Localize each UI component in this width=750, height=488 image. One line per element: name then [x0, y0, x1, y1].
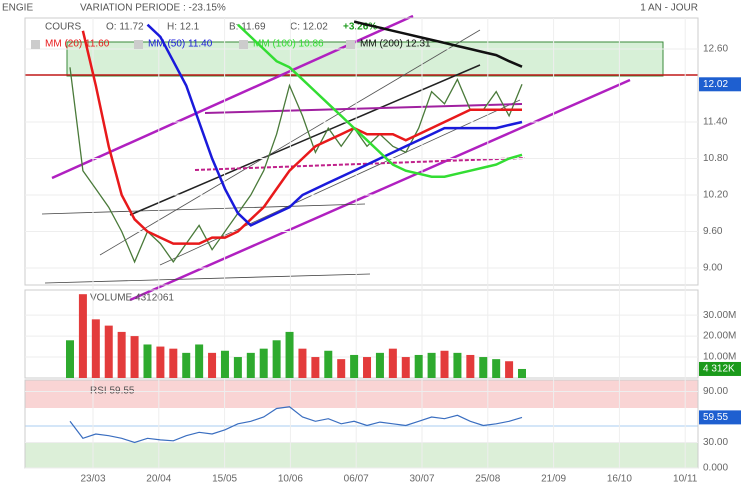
volume-bar	[298, 348, 307, 378]
value-marker-box	[699, 361, 741, 376]
channel-bottom	[129, 78, 631, 302]
x-tick-label: 23/03	[80, 474, 105, 485]
legend-swatch	[239, 40, 248, 49]
moving-average	[81, 30, 522, 245]
legend-low: B: 11.69	[229, 22, 266, 33]
y-tick-label: 30.00	[703, 437, 728, 448]
y-tick-label: 9.00	[703, 263, 723, 274]
value-marker-box	[699, 77, 741, 92]
volume-bar	[117, 331, 126, 378]
volume-bar	[311, 357, 320, 378]
x-tick-label: 06/07	[344, 474, 369, 485]
horizontal-line	[41, 203, 366, 215]
volume-bar	[259, 348, 268, 378]
moving-average	[146, 23, 523, 227]
support-line	[194, 157, 526, 171]
moving-average	[353, 20, 523, 68]
price-panel	[24, 17, 699, 286]
y-tick-label: 20.00M	[703, 331, 736, 342]
x-tick-label: 20/04	[146, 474, 171, 485]
volume-bar	[130, 336, 139, 378]
volume-bar	[285, 331, 294, 378]
x-tick-label: 30/07	[409, 474, 434, 485]
volume-bar	[466, 354, 475, 378]
value-marker-box	[699, 410, 741, 425]
period: 1 AN - JOUR	[640, 3, 698, 14]
legend-swatch	[31, 40, 40, 49]
legend-open: O: 11.72	[106, 22, 144, 33]
volume-bar	[337, 359, 346, 378]
volume-bar	[401, 357, 410, 378]
y-tick-label: 90.00	[703, 386, 728, 397]
volume-bar	[66, 340, 74, 378]
volume-bar	[505, 361, 514, 378]
volume-bar	[246, 352, 255, 378]
volume-bar	[195, 344, 204, 378]
rsi-line	[69, 406, 523, 444]
volume-bar	[324, 350, 333, 378]
legend-change: +3.26%	[343, 22, 377, 33]
legend-close: C: 12.02	[290, 22, 328, 33]
variation: VARIATION PERIODE : -23.15%	[80, 3, 226, 14]
x-tick-label: 10/11	[673, 474, 698, 485]
horizontal-line	[204, 103, 523, 114]
legend-entry: MM (50) 11.40	[148, 39, 213, 50]
legend-swatch	[346, 40, 355, 49]
volume-bar	[182, 352, 191, 378]
volume-bar	[104, 325, 113, 378]
value-marker: 12.02	[703, 79, 728, 90]
x-tick-label: 16/10	[607, 474, 632, 485]
volume-bar	[479, 357, 488, 378]
volume-bar	[492, 359, 501, 378]
volume-panel	[24, 289, 699, 379]
price-line	[69, 67, 523, 264]
y-tick-label: 10.20	[703, 190, 728, 201]
volume-bar	[350, 354, 359, 378]
volume-bar	[208, 352, 217, 378]
volume-bar	[518, 368, 526, 378]
x-tick-label: 25/08	[475, 474, 500, 485]
volume-bar	[427, 352, 436, 378]
volume-bar	[272, 340, 281, 378]
volume-bar	[375, 352, 384, 378]
x-tick-label: 15/05	[212, 474, 237, 485]
stock-name: ENGIE	[2, 3, 33, 14]
volume-bar	[78, 294, 87, 378]
volume-bar	[440, 350, 449, 378]
volume-bar	[169, 348, 178, 378]
y-tick-label: 10.00M	[703, 352, 736, 363]
legend-cours: COURS	[45, 22, 81, 33]
y-tick-label: 10.80	[703, 153, 728, 164]
volume-bar	[363, 357, 372, 378]
y-tick-label: 9.60	[703, 226, 723, 237]
volume-bar	[453, 352, 462, 378]
x-tick-label: 10/06	[278, 474, 303, 485]
volume-bar	[233, 357, 242, 378]
value-marker: 59.55	[703, 412, 728, 423]
volume-title: VOLUME 4312061	[90, 293, 174, 304]
legend-entry: MM (100) 10.86	[253, 39, 324, 50]
volume-bar	[414, 354, 423, 378]
legend-swatch	[134, 40, 143, 49]
legend-entry: MM (20) 11.60	[45, 39, 110, 50]
volume-bar	[220, 350, 229, 378]
volume-bar	[156, 346, 165, 378]
horizontal-line	[44, 273, 371, 284]
volume-bar	[91, 319, 100, 378]
volume-bar	[388, 348, 397, 378]
y-tick-label: 12.60	[703, 44, 728, 55]
volume-bar	[143, 344, 152, 378]
y-tick-label: 0.000	[703, 463, 728, 474]
legend-entry: MM (200) 12.31	[360, 39, 431, 50]
legend-high: H: 12.1	[167, 22, 200, 33]
moving-average	[237, 23, 523, 178]
rsi-overbought-zone	[25, 380, 698, 408]
rsi-oversold-zone	[25, 443, 698, 468]
y-tick-label: 30.00M	[703, 310, 736, 321]
value-marker: 4 312K	[703, 364, 735, 375]
y-tick-label: 11.40	[703, 117, 728, 128]
x-tick-label: 21/09	[541, 474, 566, 485]
